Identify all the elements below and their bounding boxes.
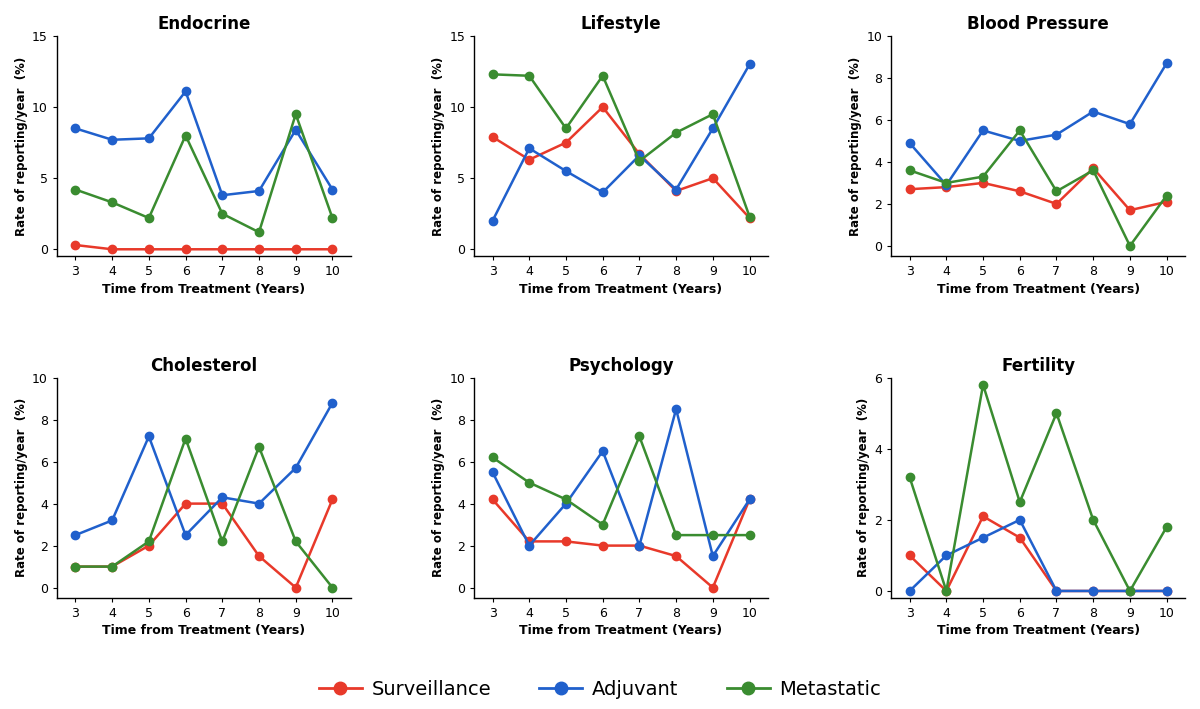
- Y-axis label: Rate of reporting/year  (%): Rate of reporting/year (%): [850, 57, 862, 236]
- X-axis label: Time from Treatment (Years): Time from Treatment (Years): [520, 625, 722, 637]
- X-axis label: Time from Treatment (Years): Time from Treatment (Years): [520, 283, 722, 296]
- Title: Fertility: Fertility: [1001, 357, 1075, 374]
- Y-axis label: Rate of reporting/year  (%): Rate of reporting/year (%): [14, 398, 28, 578]
- X-axis label: Time from Treatment (Years): Time from Treatment (Years): [936, 625, 1140, 637]
- Title: Psychology: Psychology: [569, 357, 674, 374]
- Legend: Surveillance, Adjuvant, Metastatic: Surveillance, Adjuvant, Metastatic: [311, 672, 889, 706]
- Title: Endocrine: Endocrine: [157, 15, 251, 33]
- Y-axis label: Rate of reporting/year  (%): Rate of reporting/year (%): [857, 398, 870, 578]
- X-axis label: Time from Treatment (Years): Time from Treatment (Years): [936, 283, 1140, 296]
- Title: Blood Pressure: Blood Pressure: [967, 15, 1109, 33]
- X-axis label: Time from Treatment (Years): Time from Treatment (Years): [102, 625, 306, 637]
- Y-axis label: Rate of reporting/year  (%): Rate of reporting/year (%): [432, 57, 445, 236]
- X-axis label: Time from Treatment (Years): Time from Treatment (Years): [102, 283, 306, 296]
- Title: Cholesterol: Cholesterol: [150, 357, 258, 374]
- Title: Lifestyle: Lifestyle: [581, 15, 661, 33]
- Y-axis label: Rate of reporting/year  (%): Rate of reporting/year (%): [432, 398, 445, 578]
- Y-axis label: Rate of reporting/year  (%): Rate of reporting/year (%): [14, 57, 28, 236]
